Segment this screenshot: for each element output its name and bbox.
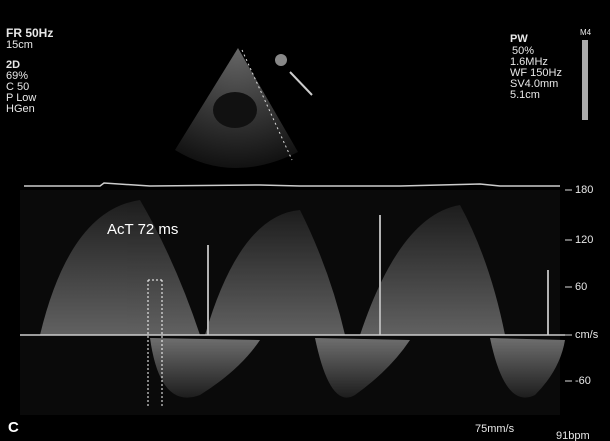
depth: 15cm bbox=[6, 40, 33, 50]
probe-label: M4 bbox=[580, 28, 591, 38]
heart-rate: 91bpm bbox=[556, 431, 590, 441]
frequency-mode: HGen bbox=[6, 104, 35, 114]
scale-label: 180 bbox=[575, 185, 593, 195]
ventricle bbox=[213, 92, 257, 128]
pw-gain: 50% bbox=[512, 46, 534, 56]
gray-bar bbox=[582, 40, 588, 120]
panel-letter: C bbox=[8, 420, 19, 435]
pw-label: PW bbox=[510, 34, 528, 44]
scale-unit: cm/s bbox=[575, 330, 598, 340]
gain: 69% bbox=[6, 71, 28, 81]
ultrasound-screen: FR 50Hz 15cm 2D 69% C 50 P Low HGen PW 5… bbox=[0, 0, 610, 441]
gate-depth: 5.1cm bbox=[510, 90, 540, 100]
compression: C 50 bbox=[6, 82, 29, 92]
frame-rate: FR 50Hz bbox=[6, 28, 53, 38]
pw-frequency: 1.6MHz bbox=[510, 57, 548, 67]
act-annotation: AcT 72 ms bbox=[107, 222, 178, 237]
wall-filter: WF 150Hz bbox=[510, 68, 562, 78]
probe-marker bbox=[275, 54, 287, 66]
sweep-speed: 75mm/s bbox=[475, 424, 514, 434]
sample-volume: SV4.0mm bbox=[510, 79, 558, 89]
persistence: P Low bbox=[6, 93, 36, 103]
mode: 2D bbox=[6, 60, 20, 70]
scale-label: 120 bbox=[575, 235, 593, 245]
scale-label: -60 bbox=[575, 376, 591, 386]
scale-label: 60 bbox=[575, 282, 587, 292]
